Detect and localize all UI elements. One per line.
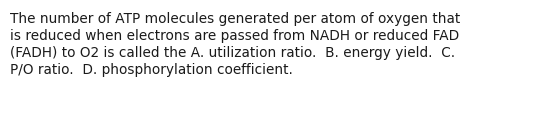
Text: (FADH) to O2 is called the A. utilization ratio.  B. energy yield.  C.: (FADH) to O2 is called the A. utilizatio… [10,46,455,60]
Text: is reduced when electrons are passed from NADH or reduced FAD: is reduced when electrons are passed fro… [10,29,459,43]
Text: The number of ATP molecules generated per atom of oxygen that: The number of ATP molecules generated pe… [10,12,460,26]
Text: P/O ratio.  D. phosphorylation coefficient.: P/O ratio. D. phosphorylation coefficien… [10,63,293,77]
